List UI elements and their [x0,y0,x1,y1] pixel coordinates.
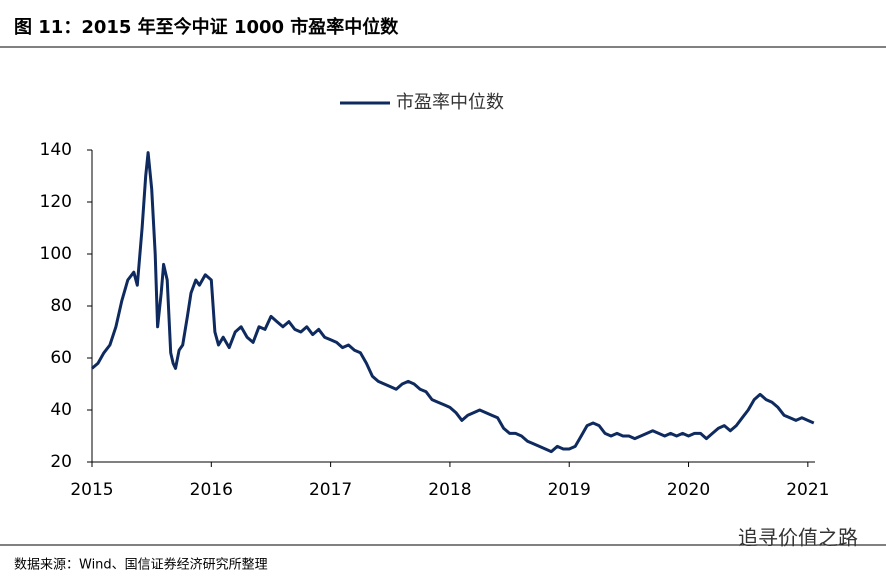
chart-title: 图 11：2015 年至今中证 1000 市盈率中位数 [14,16,399,38]
y-tick-label: 100 [40,244,72,264]
y-tick-label: 60 [50,348,72,368]
y-tick-label: 40 [50,400,72,420]
y-tick-label: 120 [40,192,72,212]
source-note: 数据来源：Wind、国信证券经济研究所整理 [14,557,268,573]
y-tick-label: 80 [50,296,72,316]
watermark: 追寻价值之路 [738,526,858,550]
legend-label: 市盈率中位数 [396,92,504,113]
x-tick-label: 2017 [309,480,352,500]
x-tick-label: 2015 [70,480,113,500]
y-tick-label: 20 [50,452,72,472]
x-tick-label: 2020 [667,480,710,500]
x-tick-label: 2019 [548,480,591,500]
x-tick-label: 2018 [428,480,471,500]
data-line [91,151,815,454]
y-tick-label: 140 [40,140,72,160]
x-tick-label: 2016 [190,480,233,500]
x-tick-label: 2021 [786,480,829,500]
